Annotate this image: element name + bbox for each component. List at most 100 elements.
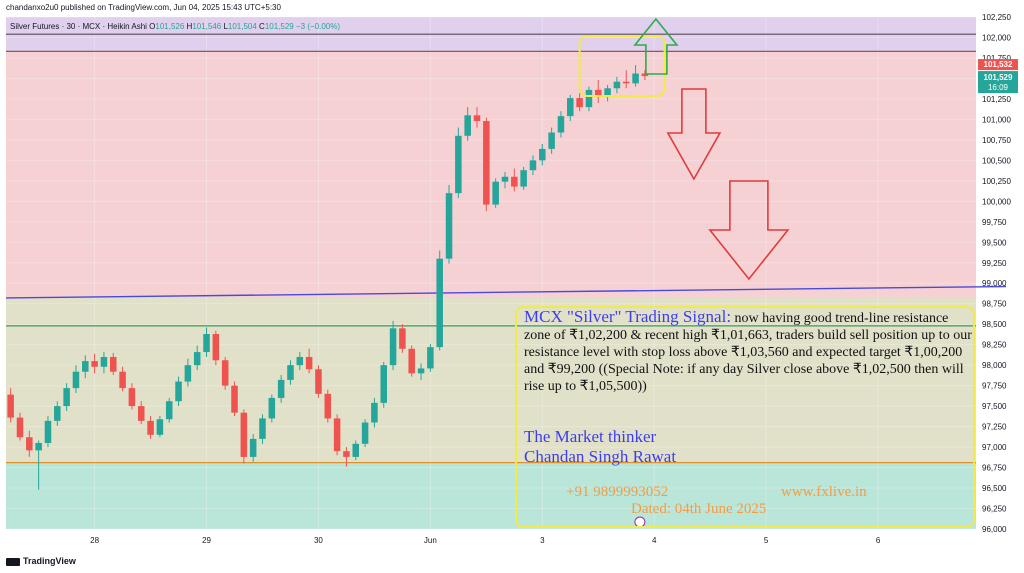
candle-body [371, 402, 378, 423]
x-tick-label: 29 [202, 536, 211, 545]
candle-body [585, 89, 593, 108]
candle-body [7, 394, 14, 418]
arrow-down-icon [666, 88, 722, 181]
candle-body [82, 361, 89, 372]
candle-body [427, 347, 434, 369]
chart-legend: Silver Futures · 30 · MCX · Heikin Ashi … [10, 22, 340, 31]
candle-body [137, 406, 145, 421]
candle-body [632, 73, 639, 84]
candle-body [389, 328, 397, 366]
y-tick-label: 96,250 [982, 505, 1007, 514]
candle-body [539, 148, 546, 161]
y-tick-label: 102,250 [982, 13, 1011, 22]
candle-body [483, 121, 490, 205]
y-tick-label: 99,000 [982, 279, 1007, 288]
y-tick-label: 97,750 [982, 382, 1007, 391]
candle-body [548, 132, 555, 149]
y-tick-label: 100,000 [982, 197, 1011, 206]
candle-body [408, 348, 415, 374]
candle-body [44, 420, 52, 443]
candle-body [529, 160, 537, 171]
legend-ohlc-key: O [149, 22, 155, 31]
candle-body [464, 115, 471, 136]
legend-ohlc-value: 101,526 [155, 22, 184, 31]
candle-body [240, 412, 248, 457]
y-tick-label: 100,250 [982, 177, 1011, 186]
candle-body [231, 385, 238, 413]
y-axis: 96,000 96,250 96,500 96,750 97,000 97,250 97,5… [978, 13, 1018, 534]
y-tick-label: 98,750 [982, 300, 1007, 309]
y-tick-label: 96,750 [982, 464, 1007, 473]
legend-ohlc-value: 101,546 [192, 22, 221, 31]
last-price-label: 101,532 [984, 60, 1013, 69]
candle-body [184, 365, 192, 382]
legend-ohlc-key: C [257, 22, 265, 31]
candle-body [119, 371, 126, 389]
candle-body [520, 170, 527, 187]
candle-body [221, 360, 229, 386]
signal-text: MCX "Silver" Trading Signal: now having … [524, 308, 972, 395]
candle-body [501, 176, 509, 182]
y-tick-label: 96,500 [982, 484, 1007, 493]
candle-body [604, 88, 611, 97]
candle-body [259, 418, 266, 439]
signal-website: www.fxlive.in [781, 484, 867, 500]
candle-body [333, 418, 341, 452]
candles-layer [7, 65, 649, 490]
candle-body [109, 356, 117, 372]
y-tick-label: 97,000 [982, 443, 1007, 452]
grid-layer [6, 16, 976, 530]
x-tick-label: 4 [652, 536, 657, 545]
candle-body [100, 356, 108, 367]
y-tick-label: 100,500 [982, 156, 1011, 165]
close-price-label: 101,529 [984, 73, 1013, 82]
bar-countdown-label: 16:09 [988, 83, 1009, 92]
candle-body [613, 81, 621, 89]
tradingview-logo[interactable]: TradingView [6, 556, 76, 566]
candle-body [622, 81, 630, 84]
candle-body [473, 115, 481, 122]
y-tick-label: 99,500 [982, 238, 1007, 247]
candle-body [641, 73, 649, 77]
candle-body [268, 397, 276, 419]
candle-body [91, 361, 98, 367]
y-tick-label: 98,500 [982, 320, 1007, 329]
zone-upper [6, 51, 976, 298]
publisher-credit: chandanxo2u0 published on TradingView.co… [6, 3, 281, 12]
y-tick-label: 97,500 [982, 402, 1007, 411]
zone-lower [6, 462, 976, 529]
legend-ohlc-value: 101,504 [228, 22, 257, 31]
y-tick-label: 98,250 [982, 341, 1007, 350]
signal-title: MCX "Silver" Trading Signal: [524, 307, 732, 326]
y-tick-label: 98,000 [982, 361, 1007, 370]
y-tick-label: 99,250 [982, 259, 1007, 268]
candle-body [361, 422, 369, 444]
candle-body [455, 135, 462, 194]
legend-text: Silver Futures · 30 · MCX · Heikin Ashi … [10, 22, 340, 31]
candle-body [511, 176, 518, 187]
candle-body [399, 328, 406, 349]
candle-body [175, 381, 182, 402]
tradingview-logo-icon [6, 557, 20, 566]
legend-change: −3 (−0.00%) [294, 22, 341, 31]
candle-body [147, 420, 154, 435]
candle-body [63, 388, 70, 407]
candle-body [594, 89, 602, 97]
candle-body [156, 419, 164, 435]
x-tick-label: 5 [764, 536, 769, 545]
candle-body [380, 365, 388, 403]
overlay-layer [578, 17, 790, 281]
y-tick-label: 101,000 [982, 115, 1011, 124]
y-tick-label: 99,750 [982, 218, 1007, 227]
candle-body [165, 401, 173, 420]
arrow-down-icon [708, 180, 790, 281]
candle-body [343, 451, 350, 457]
candle-body [54, 406, 61, 421]
candle-body [324, 393, 332, 419]
candle-body [567, 98, 574, 117]
recent-high-highlight [578, 35, 666, 97]
candle-body [436, 258, 443, 348]
y-tick-label: 100,750 [982, 136, 1011, 145]
candle-body [249, 438, 257, 457]
